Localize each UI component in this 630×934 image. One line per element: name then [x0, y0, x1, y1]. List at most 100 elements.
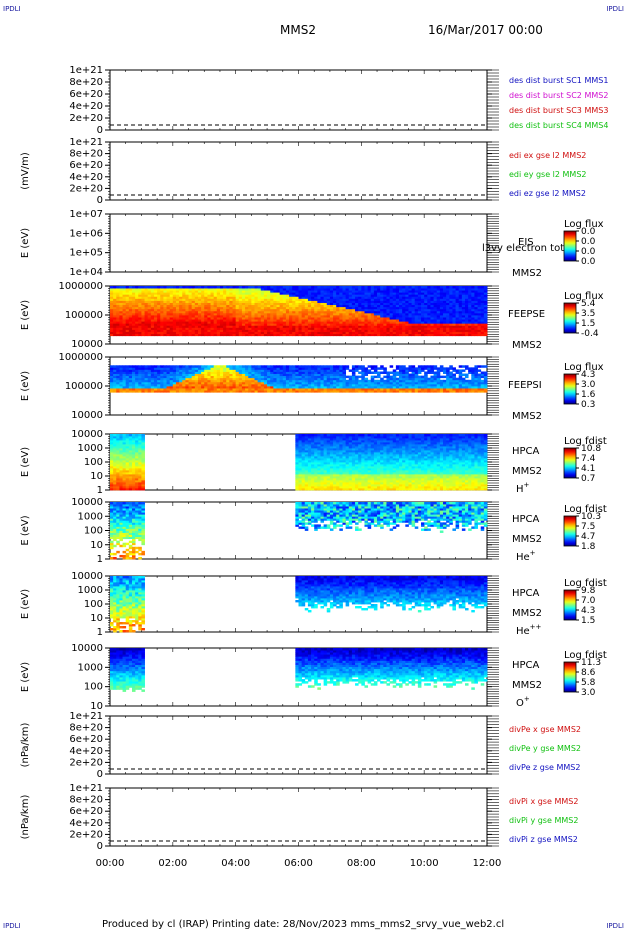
- colorbar-tick-label: 4.3: [581, 370, 595, 380]
- colorbar-tick-label: 0.3: [581, 400, 595, 410]
- legend-entry: divPi x gse MMS2: [509, 797, 578, 806]
- hpca-he-heatmap: [110, 502, 488, 560]
- y-tick-label: 10: [90, 613, 103, 624]
- colorbar-tick-label: 0.0: [581, 257, 596, 267]
- corner-label-bottom-left: IPDLI: [3, 922, 21, 930]
- colorbar-tick-label: 3.0: [581, 688, 596, 698]
- feeps-i-heatmap: [110, 365, 488, 393]
- legend-entry: des dist burst SC3 MMS3: [509, 106, 608, 115]
- y-tick-label: 1e+21: [69, 783, 103, 794]
- y-tick-label: 8e+20: [69, 723, 103, 734]
- panel-frame: [109, 213, 488, 273]
- y-tick-label: 2e+20: [69, 757, 103, 768]
- instrument-name: HPCA: [512, 588, 540, 599]
- x-tick-label: 10:00: [410, 858, 439, 869]
- y-tick-label: 10: [90, 471, 103, 482]
- instrument-spacecraft: MMS2: [512, 608, 542, 619]
- colorbar-tick-label: 0.0: [581, 237, 596, 247]
- colorbar: [563, 230, 577, 262]
- y-tick-label: 1e+21: [69, 65, 103, 76]
- y-tick-label: 1e+07: [69, 209, 103, 220]
- y-tick-label: 1000000: [58, 352, 103, 363]
- y-tick-label: 0: [97, 841, 103, 852]
- colorbar-tick-label: 0.0: [581, 247, 596, 257]
- y-tick-label: 2e+20: [69, 113, 103, 124]
- y-tick-label: 4e+20: [69, 101, 103, 112]
- legend-entry: des dist burst SC4 MMS4: [509, 121, 608, 130]
- y-tick-label: 100: [84, 457, 103, 468]
- instrument-name: FEEPSI: [508, 380, 542, 391]
- y-tick-label: 1e+21: [69, 137, 103, 148]
- x-tick-label: 04:00: [221, 858, 250, 869]
- y-tick-label: 1000: [78, 443, 103, 454]
- instrument-name: HPCA: [512, 446, 540, 457]
- colorbar-tick-label: 10.8: [581, 444, 601, 454]
- footer-text: Produced by cl (IRAP) Printing date: 28/…: [102, 919, 505, 930]
- x-tick-label: 02:00: [158, 858, 187, 869]
- colorbar-tick-label: -0.4: [581, 329, 599, 339]
- y-tick-label: 10: [90, 701, 103, 712]
- y-tick-label: 0: [97, 769, 103, 780]
- legend-entry: edi ez gse l2 MMS2: [509, 189, 586, 198]
- y-axis-label: E (eV): [20, 589, 31, 619]
- panel-eis: 1e+07 1e+06 1e+05 1e+04 E (eV) EIS MMS2 l3vy el…: [20, 209, 604, 279]
- y-axis-label: E (eV): [20, 447, 31, 477]
- y-tick-label: 8e+20: [69, 77, 103, 88]
- colorbar-tick-label: 7.0: [581, 596, 596, 606]
- y-tick-label: 10000: [71, 339, 103, 350]
- colorbar: [563, 447, 577, 479]
- y-tick-label: 100000: [65, 310, 103, 321]
- colorbar-tick-label: 0.0: [581, 227, 596, 237]
- colorbar-title: Log flux: [564, 362, 604, 373]
- colorbar-tick-label: 1.6: [581, 390, 596, 400]
- y-axis-label: E (eV): [20, 662, 31, 692]
- instrument-name: HPCA: [512, 660, 540, 671]
- legend-entry: divPe y gse MMS2: [509, 744, 581, 753]
- colorbar-tick-label: 7.5: [581, 522, 595, 532]
- feeps-e-heatmap: [110, 286, 488, 337]
- y-tick-label: 4e+20: [69, 172, 103, 183]
- panel-frame: [109, 715, 488, 775]
- colorbar-tick-label: 1.5: [581, 319, 595, 329]
- y-tick-label: 10000: [71, 410, 103, 421]
- hpca-o-heatmap: [110, 648, 488, 692]
- x-tick-label: 12:00: [473, 858, 502, 869]
- y-tick-label: 1: [97, 554, 103, 565]
- colorbar-title: Log fdist: [564, 650, 607, 661]
- species-label: O+: [516, 695, 530, 709]
- species-label: He++: [516, 623, 542, 637]
- instrument-spacecraft: MMS2: [512, 466, 542, 477]
- y-tick-label: 100: [84, 682, 103, 693]
- y-axis-label: (nPa/km): [20, 723, 31, 768]
- colorbar: [563, 661, 577, 693]
- y-axis-label: E (eV): [20, 371, 31, 401]
- y-tick-label: 1000: [78, 585, 103, 596]
- y-tick-label: 100: [84, 526, 103, 537]
- instrument-spacecraft: MMS2: [512, 268, 542, 279]
- y-tick-label: 6e+20: [69, 160, 103, 171]
- y-tick-label: 1000: [78, 511, 103, 522]
- panel-frame: [109, 141, 488, 201]
- panel-feeps-i: 1000000 100000 10000 E (eV) FEEPSI MMS2 Log fl…: [20, 352, 604, 422]
- y-tick-label: 0: [97, 125, 103, 136]
- corner-label-top-left: IPDLI: [3, 5, 21, 13]
- colorbar-tick-label: 11.3: [581, 658, 601, 668]
- colorbar: [563, 515, 577, 547]
- y-tick-label: 1e+06: [69, 228, 103, 239]
- colorbar-tick-label: 8.6: [581, 668, 596, 678]
- colorbar-tick-label: 7.4: [581, 454, 596, 464]
- legend-entry: divPe x gse MMS2: [509, 725, 581, 734]
- colorbar-tick-label: 9.8: [581, 586, 596, 596]
- y-tick-label: 6e+20: [69, 734, 103, 745]
- y-tick-label: 1: [97, 627, 103, 638]
- instrument-name: HPCA: [512, 514, 540, 525]
- corner-label-top-right: IPDLI: [606, 5, 624, 13]
- colorbar-tick-label: 3.0: [581, 380, 596, 390]
- x-tick-label: 08:00: [347, 858, 376, 869]
- colorbar-title: Log fdist: [564, 436, 607, 447]
- y-axis-label: (nPa/km): [20, 795, 31, 840]
- colorbar: [563, 373, 577, 405]
